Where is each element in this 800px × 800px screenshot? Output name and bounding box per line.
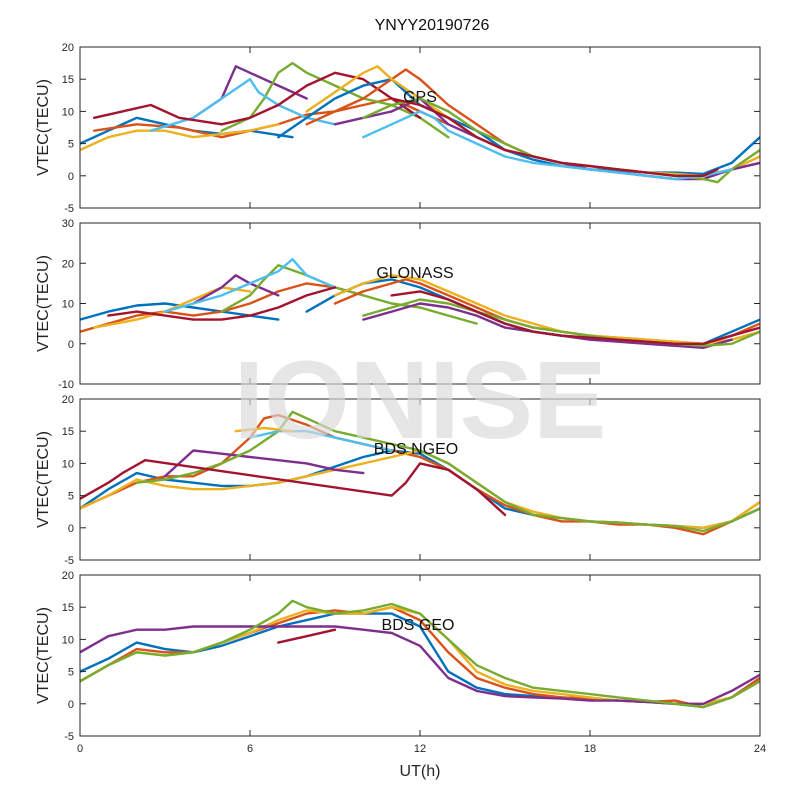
series-line-5 <box>220 61 450 139</box>
y-tick-label: 10 <box>62 106 74 118</box>
y-tick-label: 20 <box>62 258 74 270</box>
series-line-5 <box>80 599 760 709</box>
y-tick-label: 0 <box>68 171 74 183</box>
panel-1: -5 0 5 10 15 20 VTEC(TECU) GPS <box>35 42 761 215</box>
y-tick-label: 0 <box>68 699 74 711</box>
panel-label: GPS <box>403 89 437 106</box>
x-tick-label: 0 <box>77 743 83 755</box>
panel-2: -10 0 10 20 30 VTEC(TECU) GLONASS <box>35 218 761 391</box>
y-tick-label: 0 <box>68 339 74 351</box>
series-line-7 <box>93 71 422 126</box>
y-tick-label: 10 <box>62 634 74 646</box>
y-tick-label: -5 <box>64 731 74 743</box>
series-line-6 <box>149 78 337 132</box>
y-axis-label: VTEC(TECU) <box>35 255 52 352</box>
y-tick-label: 15 <box>62 602 74 614</box>
y-tick-label: 30 <box>62 218 74 230</box>
series-line-7 <box>107 286 337 321</box>
series-line-13 <box>362 110 733 181</box>
y-tick-label: -5 <box>64 203 74 215</box>
series-line-3 <box>93 286 252 329</box>
series-line-5 <box>135 410 760 533</box>
y-tick-label: 10 <box>62 299 74 311</box>
x-axis-label: UT(h) <box>400 763 441 780</box>
series-group <box>80 258 760 349</box>
y-tick-label: 15 <box>62 426 74 438</box>
series-line-4 <box>80 625 760 705</box>
series-line-13 <box>390 290 760 345</box>
panel-label: BDS NGEO <box>374 441 458 458</box>
x-tick-label: 24 <box>754 743 766 755</box>
series-line-4 <box>163 449 365 478</box>
series-group <box>80 599 760 709</box>
series-line-3 <box>80 123 280 152</box>
series-line-6 <box>248 430 393 452</box>
y-tick-label: 0 <box>68 523 74 535</box>
plot-area <box>80 399 760 560</box>
plot-area <box>80 47 760 208</box>
series-line-6 <box>277 628 337 644</box>
y-tick-label: 20 <box>62 42 74 54</box>
panel-label: GLONASS <box>376 265 453 282</box>
series-line-7 <box>80 459 507 517</box>
series-group <box>80 410 760 536</box>
series-group <box>80 61 760 184</box>
y-tick-label: 5 <box>68 667 74 679</box>
panel-label: BDS GEO <box>382 617 455 634</box>
y-tick-label: 10 <box>62 458 74 470</box>
figure-title: YNYY20190726 <box>375 17 490 34</box>
y-tick-label: 15 <box>62 74 74 86</box>
y-axis-label: VTEC(TECU) <box>35 431 52 528</box>
plot-area <box>80 575 760 736</box>
series-line-14 <box>390 97 719 177</box>
y-tick-label: 5 <box>68 491 74 503</box>
y-axis-label: VTEC(TECU) <box>35 79 52 176</box>
series-line-8 <box>234 426 294 433</box>
x-tick-label: 6 <box>247 743 253 755</box>
series-line-6 <box>163 258 337 313</box>
y-tick-label: 20 <box>62 570 74 582</box>
panel-3: -5 0 5 10 15 20 VTEC(TECU) BDS NGEO <box>35 394 761 567</box>
watermark-text: IONISE <box>234 339 607 462</box>
series-line-4 <box>192 274 280 305</box>
y-tick-label: 5 <box>68 139 74 151</box>
series-line-12 <box>362 298 760 347</box>
y-tick-label: 20 <box>62 394 74 406</box>
y-axis-label: VTEC(TECU) <box>35 607 52 704</box>
x-tick-label: 18 <box>584 743 596 755</box>
y-tick-label: -5 <box>64 555 74 567</box>
y-tick-label: -10 <box>58 379 74 391</box>
x-tick-label: 12 <box>414 743 426 755</box>
